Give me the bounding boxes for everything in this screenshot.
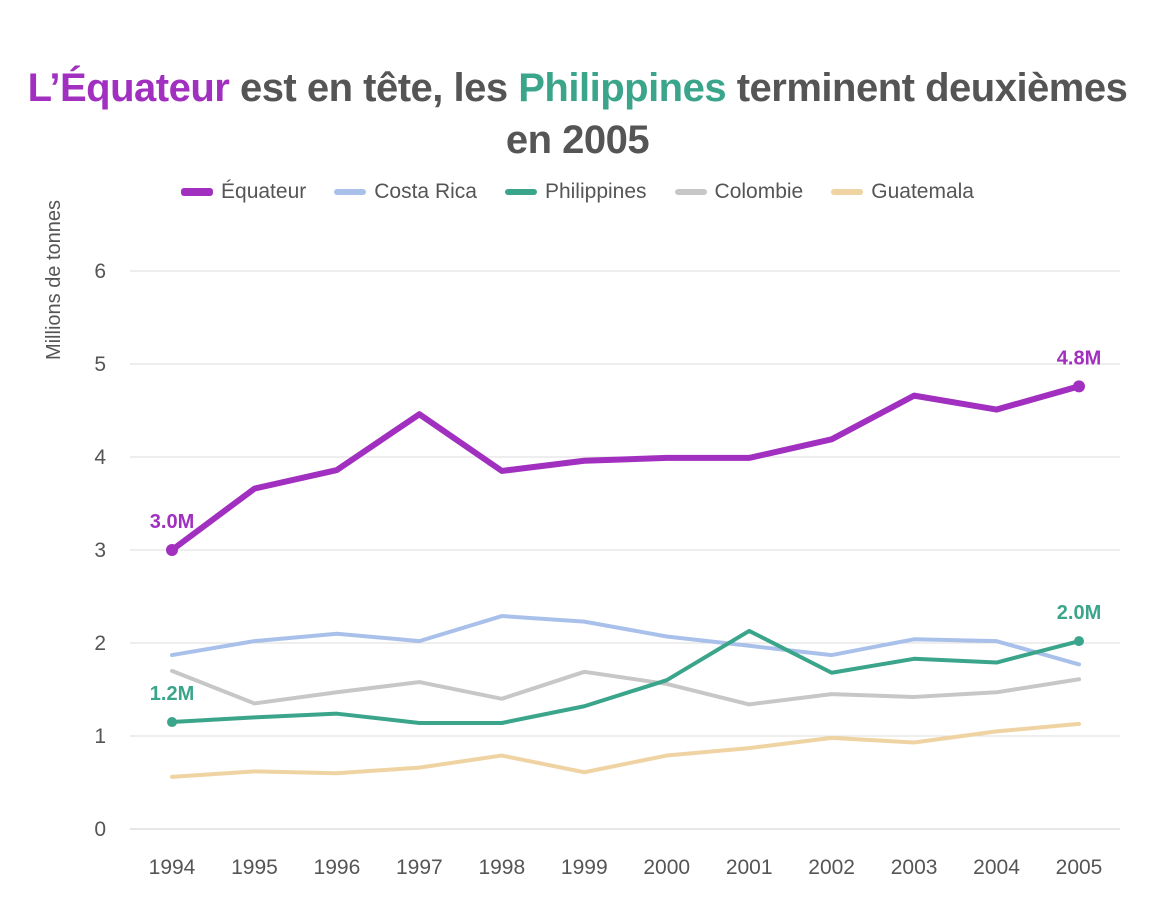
legend-label: Guatemala [871,180,974,203]
x-tick-label: 1995 [231,856,278,879]
y-tick-label: 5 [94,353,106,376]
data-label: 4.8M [1057,347,1101,369]
y-tick-label: 0 [94,818,106,841]
x-tick-label: 2002 [808,856,855,879]
x-tick-label: 1999 [561,856,608,879]
chart-title-part: Philippines [518,66,727,110]
data-point-marker [1074,636,1084,647]
legend-swatch [831,189,864,195]
data-point-marker [167,717,177,728]
series-line-Philippines [170,628,1081,725]
x-tick-label: 2003 [891,856,938,879]
data-label: 2.0M [1057,602,1101,624]
legend-label: Philippines [544,180,647,203]
x-tick-label: 2005 [1056,856,1103,879]
y-tick-label: 6 [94,260,106,283]
y-axis-title: Millions de tonnes [43,200,65,360]
legend-swatch [181,188,214,196]
x-tick-label: 2000 [643,856,690,879]
legend-item: Colombie [674,180,804,204]
y-tick-label: 1 [94,725,106,748]
x-tick-label: 1998 [478,856,525,879]
y-tick-label: 4 [94,446,106,469]
chart-title: L’Équateur est en tête, les Philippines … [0,62,1155,166]
chart-legend: Équateur Costa Rica Philippines Colombie Gua… [0,180,1155,204]
y-tick-label: 2 [94,632,106,655]
legend-item: Costa Rica [334,180,477,204]
x-tick-label: 1996 [314,856,361,879]
legend-item: Guatemala [831,180,974,204]
data-label: 1.2M [150,683,194,705]
chart-title-part: terminent deuxièmes en 2005 [505,66,1128,162]
x-tick-label: 2001 [726,856,773,879]
y-tick-label: 3 [94,539,106,562]
legend-label: Colombie [714,180,804,203]
x-tick-label: 1994 [149,856,196,879]
x-tick-label: 1997 [396,856,443,879]
data-label: 3.0M [150,511,194,533]
data-point-marker [166,544,178,556]
series-line-Costa Rica [170,614,1081,667]
legend-label: Équateur [221,180,307,203]
legend-swatch [334,189,367,195]
legend-swatch [504,189,537,195]
legend-label: Costa Rica [374,180,477,203]
series-line-Colombie [170,668,1081,707]
chart-title-part: est en tête, les [229,66,519,110]
legend-swatch [674,189,707,195]
legend-item: Philippines [504,180,647,204]
series-line-Guatemala [170,721,1081,779]
chart-title-part: L’Équateur [27,66,230,110]
x-tick-label: 2004 [973,856,1020,879]
data-point-marker [1073,380,1085,393]
series-line-Équateur [169,383,1082,553]
legend-item: Équateur [181,180,306,204]
